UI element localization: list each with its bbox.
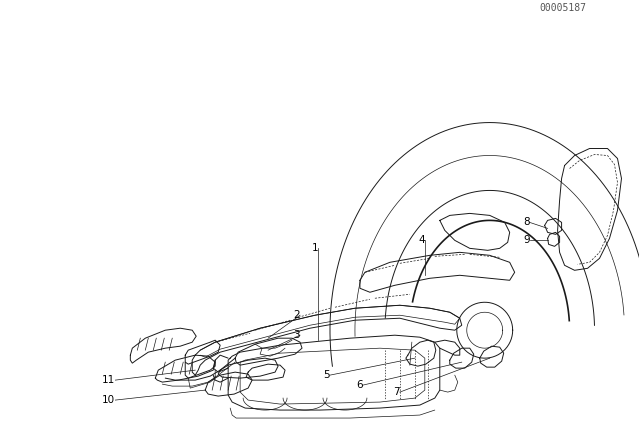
Text: 7: 7 [393,387,400,397]
Text: 1: 1 [312,243,318,253]
Text: 2: 2 [293,310,300,320]
Text: 5: 5 [323,370,330,380]
Text: 11: 11 [102,375,115,385]
Text: 4: 4 [418,235,425,246]
Text: 8: 8 [523,217,530,228]
Text: 6: 6 [356,380,363,390]
Text: 00005187: 00005187 [540,3,587,13]
Text: 9: 9 [523,235,530,246]
Text: 3: 3 [293,330,300,340]
Text: 10: 10 [102,395,115,405]
